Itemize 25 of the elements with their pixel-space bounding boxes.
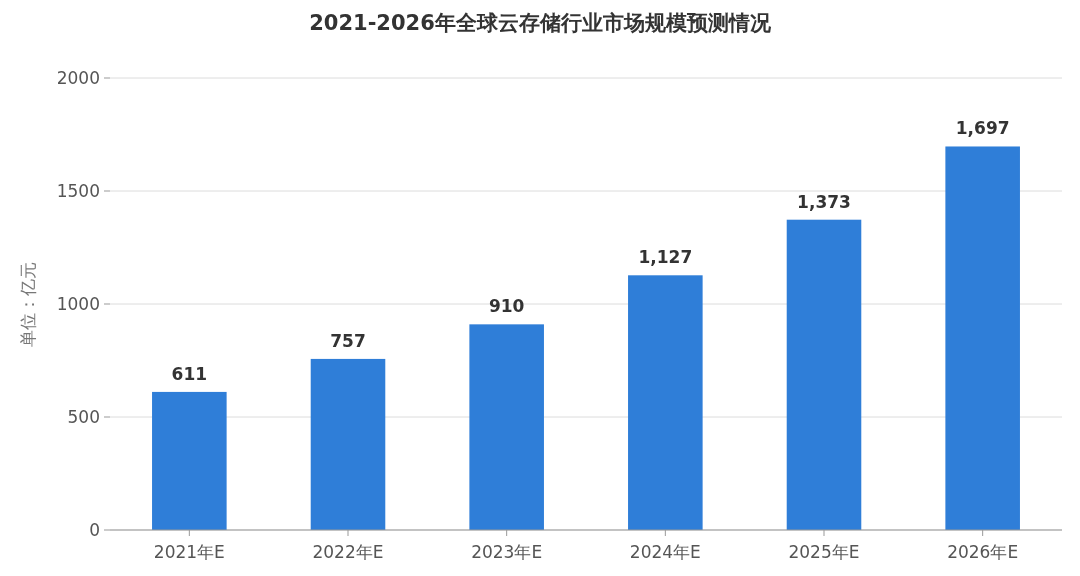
data-label: 1,127 [638, 247, 693, 268]
x-tick-label: 2026年E [947, 542, 1019, 562]
data-label: 757 [330, 330, 366, 351]
bar [310, 358, 386, 530]
bar [469, 324, 544, 530]
bar [152, 391, 227, 530]
data-label: 611 [171, 363, 208, 384]
y-tick-label: 2000 [56, 68, 100, 88]
bar [628, 275, 703, 530]
x-tick-label: 2024年E [629, 542, 701, 562]
y-axis-title: 单位：亿元 [18, 261, 38, 347]
y-tick-label: 1500 [56, 181, 100, 201]
data-label: 1,697 [955, 118, 1010, 139]
y-tick-label: 1000 [56, 294, 100, 314]
y-tick-label: 0 [89, 520, 100, 540]
data-label: 1,373 [797, 191, 851, 212]
y-tick-label: 500 [67, 407, 100, 427]
chart-title: 2021-2026年全球云存储行业市场规模预测情况 [309, 11, 772, 35]
bar [786, 219, 862, 530]
x-tick-label: 2022年E [312, 542, 384, 562]
x-tick-label: 2023年E [471, 542, 543, 562]
bar [945, 146, 1020, 530]
data-label: 910 [488, 296, 525, 317]
x-tick-label: 2021年E [153, 542, 225, 562]
x-tick-label: 2025年E [788, 542, 860, 562]
